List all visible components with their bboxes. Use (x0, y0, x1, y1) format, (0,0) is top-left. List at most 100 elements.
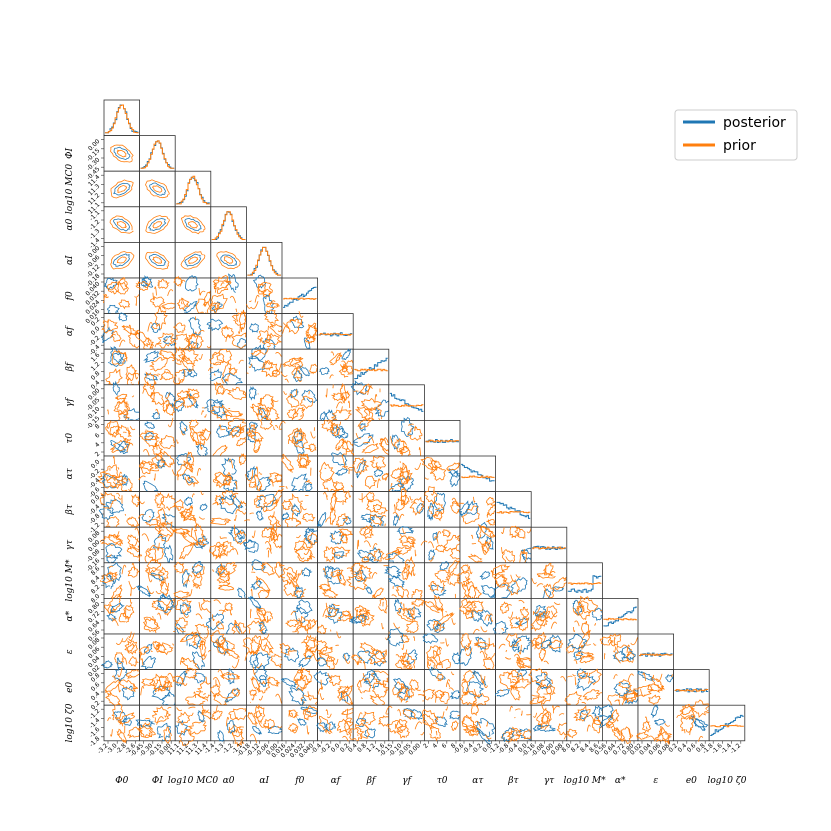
contour-line (124, 640, 138, 655)
contour-line (369, 514, 383, 527)
x-axis-label: log10 M* (564, 776, 607, 786)
contour-line (567, 633, 588, 650)
contour-line (248, 363, 253, 368)
contour-line (175, 362, 182, 365)
contour-line (285, 393, 300, 408)
contour-line (140, 678, 156, 686)
contour-line (153, 676, 167, 693)
contour-line (566, 675, 573, 678)
contour-line (270, 653, 285, 669)
contour-line (180, 508, 193, 519)
contour-line (563, 734, 571, 740)
contour-line (215, 638, 218, 642)
contour-line (536, 610, 551, 622)
histogram-line (496, 511, 531, 514)
contour-panel (135, 275, 179, 314)
contour-line (655, 673, 663, 682)
contour-line (106, 420, 111, 429)
contour-line (296, 599, 313, 615)
contour-line (101, 464, 119, 482)
contour-line (396, 607, 416, 623)
contour-line (146, 559, 162, 574)
contour-line (298, 553, 305, 560)
contour-line (401, 659, 410, 668)
contour-line (120, 540, 123, 545)
contour-line (197, 710, 205, 723)
contour-line (163, 544, 174, 564)
contour-panel (103, 380, 142, 427)
contour-line (269, 300, 276, 306)
contour-line (317, 687, 323, 695)
contour-line (144, 435, 159, 448)
contour-line (409, 678, 419, 691)
contour-line (182, 568, 189, 574)
contour-line (282, 325, 290, 334)
contour-line (160, 492, 176, 512)
contour-line (288, 687, 307, 706)
contour-line (391, 546, 411, 556)
contour-line (244, 651, 252, 661)
contour-line (449, 547, 462, 560)
contour-line (268, 515, 281, 530)
contour-line (199, 639, 207, 659)
contour-line (450, 720, 459, 731)
contour-line (305, 481, 313, 484)
contour-line (359, 423, 366, 432)
contour-line (424, 600, 442, 614)
panel-frame (103, 135, 140, 172)
contour-line (213, 279, 232, 291)
contour-line (234, 620, 243, 636)
contour-line (221, 404, 224, 408)
contour-line (599, 636, 615, 646)
histogram-line (639, 653, 673, 657)
contour-line (210, 406, 233, 421)
contour-line (297, 655, 312, 668)
contour-panel (139, 170, 176, 208)
contour-panel (382, 526, 425, 565)
contour-line (176, 707, 183, 712)
contour-line (142, 616, 159, 630)
panel-frame (281, 669, 318, 706)
contour-line (545, 684, 556, 695)
panel-frame (602, 598, 639, 635)
contour-line (641, 719, 651, 733)
contour-line (158, 593, 174, 614)
contour-panel (103, 702, 144, 744)
contour-line (574, 603, 585, 617)
contour-line (261, 360, 279, 378)
contour-line (154, 342, 160, 348)
contour-line (620, 726, 632, 744)
contour-line (550, 679, 553, 684)
contour-line (328, 421, 334, 431)
contour-panel (99, 526, 145, 565)
contour-line (174, 617, 188, 630)
contour-line (486, 721, 488, 727)
contour-panel (139, 593, 180, 635)
contour-line (271, 368, 281, 378)
contour-line (239, 423, 242, 434)
contour-line (451, 651, 461, 665)
contour-line (250, 608, 252, 619)
contour-line (103, 294, 108, 304)
contour-line (117, 185, 128, 193)
contour-line (237, 587, 246, 601)
contour-line (356, 462, 364, 469)
contour-line (326, 606, 332, 615)
contour-line (283, 647, 299, 663)
contour-line (420, 732, 425, 736)
contour-line (355, 432, 362, 440)
contour-line (141, 533, 150, 542)
x-tick-label: 0.0 (481, 742, 493, 754)
contour-line (487, 512, 489, 515)
contour-line (403, 603, 405, 612)
contour-line (337, 686, 350, 694)
contour-line (365, 491, 375, 503)
contour-line (253, 473, 263, 492)
contour-line (202, 543, 206, 547)
contour-line (322, 568, 326, 576)
contour-line (301, 684, 306, 689)
y-axis-label: α0 (65, 218, 75, 230)
y-axis-label: ΦI (65, 147, 75, 158)
contour-line (216, 540, 234, 557)
contour-line (247, 711, 259, 727)
